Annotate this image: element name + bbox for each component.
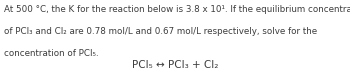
Text: At 500 °C, the K for the reaction below is 3.8 x 10¹. If the equilibrium concent: At 500 °C, the K for the reaction below … [4,5,350,14]
Text: of PCl₃ and Cl₂ are 0.78 mol/L and 0.67 mol/L respectively, solve for the: of PCl₃ and Cl₂ are 0.78 mol/L and 0.67 … [4,27,317,36]
Text: concentration of PCl₅.: concentration of PCl₅. [4,49,99,58]
Text: PCl₅ ↔ PCl₃ + Cl₂: PCl₅ ↔ PCl₃ + Cl₂ [132,60,218,70]
